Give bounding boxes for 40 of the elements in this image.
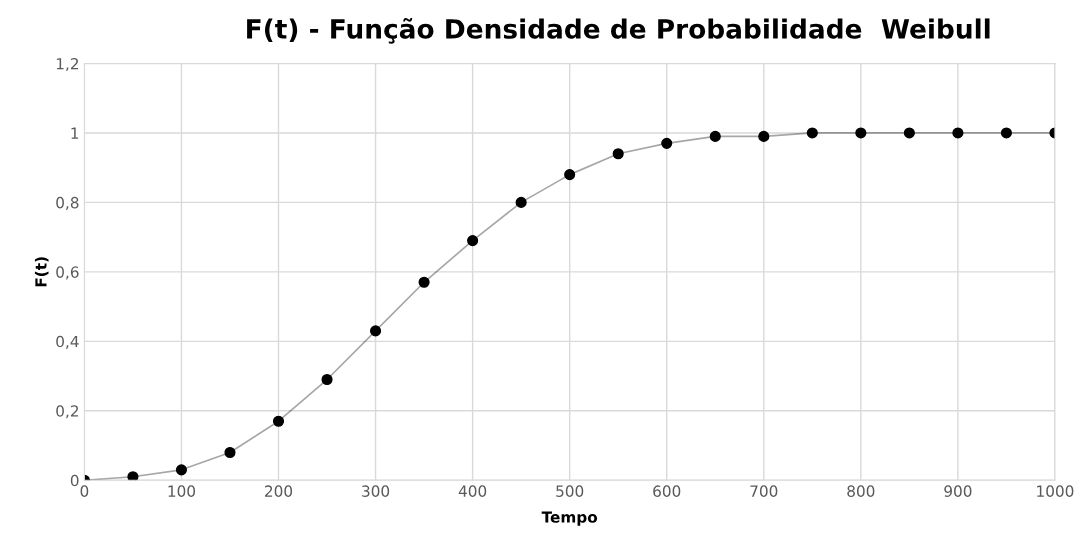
point [418,276,430,288]
point [272,415,285,427]
point [903,127,915,139]
y-tick-label: 0,2 [56,405,79,419]
y-tick-label: 0,8 [56,196,79,210]
x-axis-title: Tempo [541,511,598,526]
point [321,373,333,386]
point [612,148,624,160]
y-tick-label: 1,2 [56,57,79,72]
point [564,169,576,181]
point [806,127,818,139]
point [370,325,382,337]
x-tick-label: 600 [653,485,681,497]
y-tick-label: 0,6 [56,266,79,280]
chart-title: F(t) - Função Densidade de Probabilidade Weibull [247,17,990,44]
x-tick-label: 900 [944,485,972,497]
y-axis-title: F(t) [34,257,49,287]
y-tick-label: 1 [71,127,79,139]
x-tick-label: 200 [265,485,293,497]
x-tick-label: 400 [458,485,487,497]
point [952,127,964,139]
x-tick-label: 1000 [1037,485,1074,497]
point [127,471,139,481]
x-tick-label: 700 [750,485,778,497]
x-tick-label: 0 [80,485,89,497]
point [758,130,770,142]
point [855,127,867,139]
point [175,464,188,476]
y-tick-label: 0,4 [56,335,79,349]
point [661,137,673,149]
x-tick-label: 300 [362,485,390,497]
point [515,196,527,208]
x-tick-label: 500 [556,485,584,497]
point [1000,127,1012,139]
point [224,446,236,459]
y-tick-label: 0 [70,474,79,487]
x-tick-label: 100 [168,485,196,497]
point [709,130,721,142]
point [467,235,479,247]
x-tick-label: 800 [847,485,875,497]
